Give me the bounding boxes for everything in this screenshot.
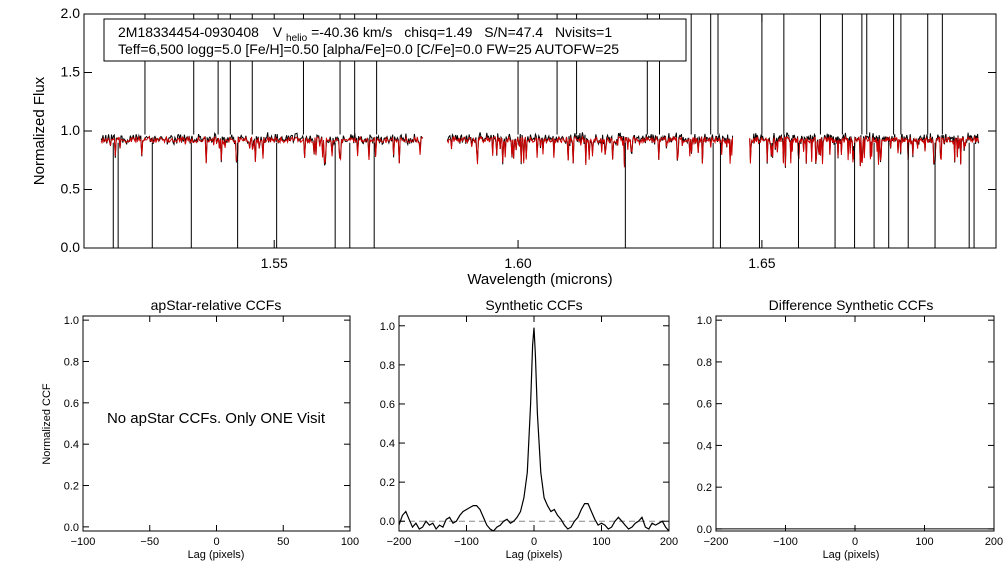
vhelio-label: V	[273, 24, 283, 40]
x-tick-label: −100	[454, 536, 479, 548]
synthetic-ccf-trace	[398, 327, 670, 532]
x-tick-label: 0	[213, 536, 219, 548]
y-tick-label: 0.2	[380, 477, 395, 489]
y-tick-label: 0.0	[697, 524, 712, 536]
snr-value: S/N=47.4	[484, 24, 543, 40]
no-ccf-message: No apStar CCFs. Only ONE Visit	[107, 410, 326, 427]
chisq-value: chisq=1.49	[404, 24, 472, 40]
synthetic-ccf-line	[398, 327, 670, 532]
y-tick-label: 0.4	[64, 439, 79, 451]
y-tick-label: 1.5	[61, 64, 81, 80]
y-tick-label: 0.2	[64, 481, 79, 493]
x-tick-label: 100	[915, 536, 933, 548]
nvisits-value: Nvisits=1	[555, 24, 612, 40]
apstar-ccf-ticks: −100 −50 0 50 100 0.0 0.2 0.4 0.6 0.8 1.0	[64, 315, 359, 548]
y-tick-label: 0.0	[380, 516, 395, 528]
x-tick-label: 100	[592, 536, 610, 548]
apstar-ccf-x-axis-label: Lag (pixels)	[188, 549, 245, 561]
apstar-ccf-title: apStar-relative CCFs	[151, 297, 282, 313]
x-tick-label: −100	[773, 536, 798, 548]
x-tick-label: 100	[341, 536, 359, 548]
y-tick-label: 0.4	[380, 438, 395, 450]
spectrum-y-axis-label: Normalized Flux	[31, 76, 48, 185]
y-tick-label: 0.0	[61, 239, 81, 255]
y-tick-label: 1.0	[380, 321, 395, 333]
synthetic-ccf-frame	[398, 315, 670, 532]
x-tick-label: 1.55	[261, 255, 288, 271]
x-tick-label: −200	[704, 536, 729, 548]
info-box: 2M18334454-0930408 V helio =-40.36 km/s …	[103, 18, 687, 62]
difference-ccf-ticks: −200 −100 0 100 200 0.0 0.2 0.4 0.6 0.8 1.0	[697, 315, 1003, 548]
x-tick-label: 50	[277, 536, 289, 548]
y-tick-label: 1.0	[61, 122, 81, 138]
y-tick-label: 0.6	[697, 399, 712, 411]
synthetic-ccf-panel: Synthetic CCFs −200 −100 0 100 200 0.0 0.2 0.4 0…	[380, 297, 678, 561]
star-id: 2M18334454-0930408	[118, 24, 259, 40]
spectrum-panel: 1.55 1.60 1.65 0.0 0.5 1.0 1.5 2.0 Wavelength (…	[31, 5, 997, 288]
x-tick-label: 0	[531, 536, 537, 548]
stellar-parameters: Teff=6,500 logg=5.0 [Fe/H]=0.50 [alpha/F…	[118, 41, 619, 57]
model-spectrum-line	[446, 135, 734, 168]
y-tick-label: 0.2	[697, 482, 712, 494]
y-tick-label: 2.0	[61, 5, 81, 21]
x-tick-label: −50	[140, 536, 159, 548]
x-tick-label: −200	[387, 536, 412, 548]
y-tick-label: 0.8	[64, 356, 79, 368]
x-tick-label: 200	[660, 536, 678, 548]
y-tick-label: 0.6	[380, 399, 395, 411]
x-tick-label: 1.60	[504, 255, 531, 271]
x-tick-label: −100	[71, 536, 96, 548]
y-tick-label: 0.8	[380, 360, 395, 372]
apstar-ccf-y-axis-label: Normalized CCF	[41, 383, 53, 465]
y-tick-label: 1.0	[64, 315, 79, 327]
y-tick-label: 0.8	[697, 357, 712, 369]
difference-ccf-frame	[715, 315, 995, 532]
difference-ccf-panel: Difference Synthetic CCFs −200 −100 0 100 20…	[697, 297, 1003, 561]
difference-ccf-title: Difference Synthetic CCFs	[769, 297, 934, 313]
model-spectrum-line	[749, 135, 980, 167]
difference-ccf-x-axis-label: Lag (pixels)	[823, 549, 880, 561]
y-tick-label: 0.6	[64, 398, 79, 410]
vhelio-value: =-40.36 km/s	[311, 24, 392, 40]
x-tick-label: 200	[985, 536, 1003, 548]
synthetic-ccf-ticks: −200 −100 0 100 200 0.0 0.2 0.4 0.6 0.8 1.0	[380, 316, 678, 548]
info-line-1: 2M18334454-0930408 V helio =-40.36 km/s …	[118, 24, 612, 44]
apstar-ccf-panel: apStar-relative CCFs −100 −50 0 50 100 0.0 0.2…	[41, 297, 359, 561]
model-spectrum-line	[100, 134, 424, 164]
y-tick-label: 0.4	[697, 440, 712, 452]
synthetic-ccf-x-axis-label: Lag (pixels)	[506, 549, 563, 561]
spectrum-ticks: 1.55 1.60 1.65 0.0 0.5 1.0 1.5 2.0	[61, 5, 996, 271]
y-tick-label: 1.0	[697, 315, 712, 327]
x-tick-label: 1.65	[748, 255, 775, 271]
x-tick-label: 0	[852, 536, 858, 548]
vhelio-subscript: helio	[286, 33, 308, 44]
synthetic-ccf-title: Synthetic CCFs	[485, 297, 582, 313]
spectrum-x-axis-label: Wavelength (microns)	[467, 271, 612, 288]
info-box-frame	[103, 18, 687, 62]
y-tick-label: 0.0	[64, 522, 79, 534]
y-tick-label: 0.5	[61, 181, 81, 197]
